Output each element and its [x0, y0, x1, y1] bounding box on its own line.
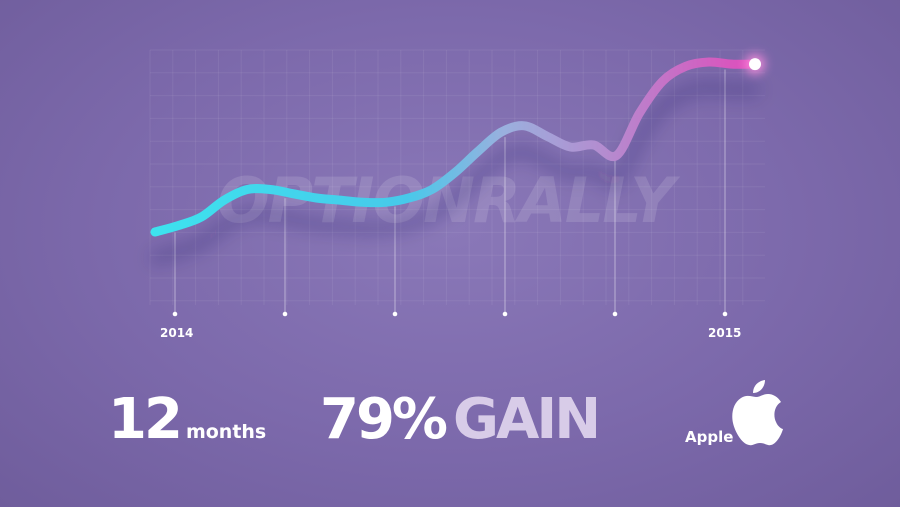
- x-tick-label-start: 2014: [160, 326, 193, 340]
- x-tick-dot: [503, 312, 508, 317]
- gain-word: GAIN: [453, 387, 598, 452]
- duration-stat: 12 months: [108, 392, 266, 448]
- x-tick-dot: [393, 312, 398, 317]
- x-tick-label-end: 2015: [708, 326, 741, 340]
- end-point: [749, 58, 761, 70]
- gain-value: 79%: [320, 387, 445, 452]
- x-tick-dot: [723, 312, 728, 317]
- x-tick-dot: [613, 312, 618, 317]
- gain-stat: 79% GAIN: [320, 392, 598, 448]
- company-name: Apple: [685, 428, 733, 447]
- apple-logo-icon: [729, 378, 785, 448]
- duration-value: 12: [108, 387, 180, 452]
- x-tick-dot: [173, 312, 178, 317]
- duration-unit: months: [186, 421, 266, 443]
- x-tick-dot: [283, 312, 288, 317]
